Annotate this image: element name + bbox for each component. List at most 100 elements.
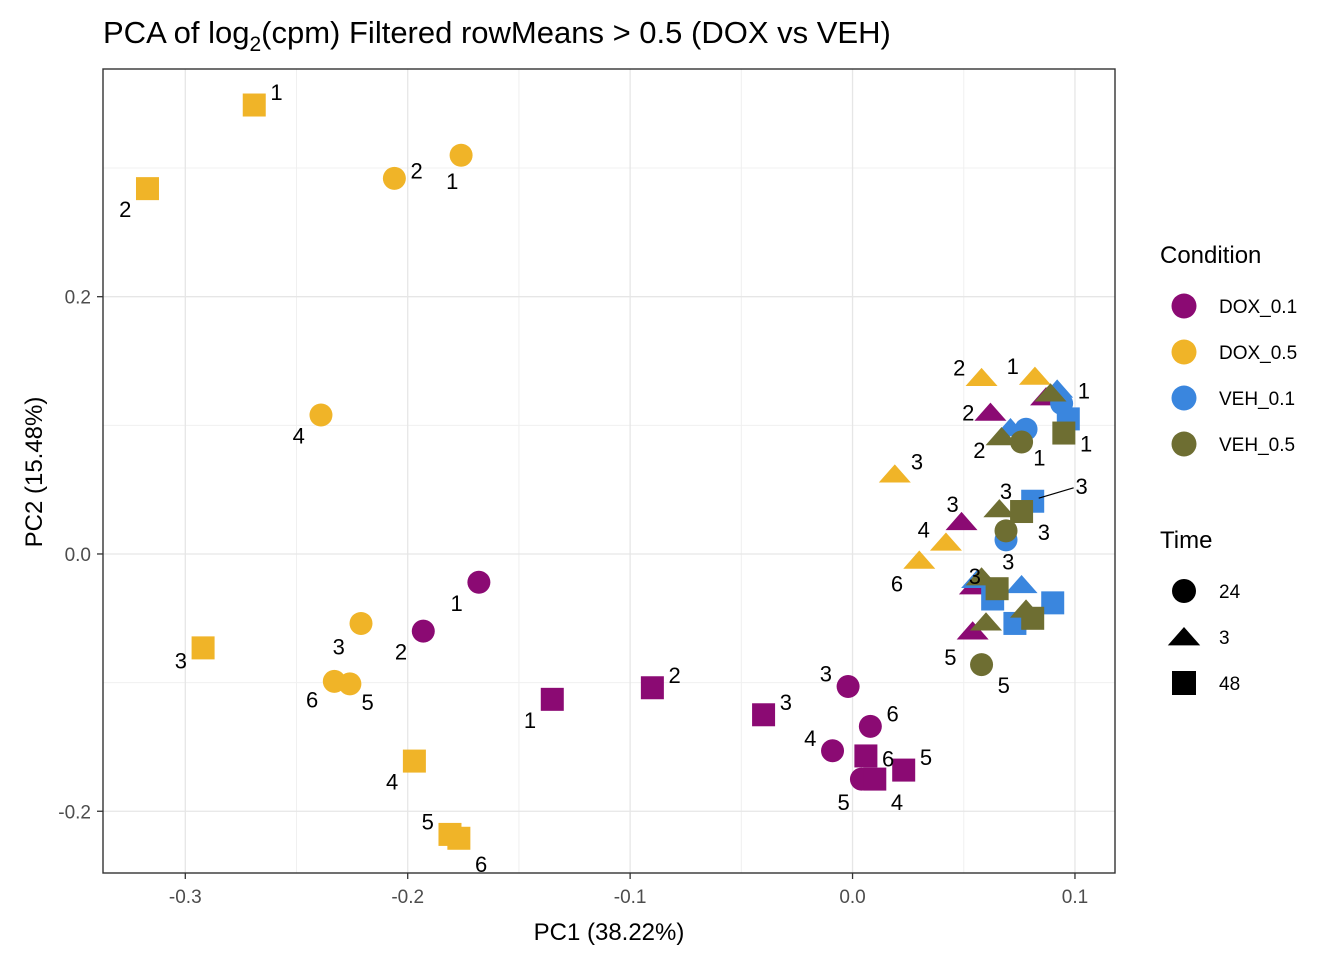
point-DOX_0.1-t24 [467,570,491,594]
legend-key-time-48 [1172,671,1196,695]
point-VEH_0.5-t24 [970,653,994,677]
point-DOX_0.1-t3 [945,511,978,531]
x-tick-label: 0.0 [839,887,865,908]
point-label: 5 [998,673,1010,698]
legend-key-time-24 [1172,579,1196,603]
point-label: 4 [891,790,903,815]
point-label: 3 [1076,474,1088,499]
label-leader-line [1038,487,1074,499]
point-VEH_0.5-t48 [1052,421,1076,445]
point-label: 1 [446,169,458,194]
point-DOX_0.5-t24 [382,166,406,190]
point-DOX_0.1-t48 [540,687,564,711]
point-label: 1 [270,80,282,105]
point-VEH_0.5-t48 [1010,500,1034,524]
point-DOX_0.5-t3 [965,367,998,387]
point-VEH_0.1-t48 [1041,591,1065,615]
point-DOX_0.5-t24 [309,403,333,427]
point-DOX_0.5-t3 [903,550,936,569]
y-tick-label: -0.2 [58,802,91,823]
point-label: 3 [780,690,792,715]
point-label: 2 [962,400,974,425]
y-axis-title: PC2 (15.48%) [21,397,48,548]
point-label: 2 [953,355,965,380]
legend-title-time: Time [1160,527,1212,554]
legend-label-time: 24 [1219,582,1241,603]
point-DOX_0.5-t48 [447,826,471,850]
point-label: 5 [362,690,374,715]
point-label: 5 [944,645,956,670]
point-VEH_0.5-t3 [969,612,1002,631]
point-DOX_0.1-t48 [752,703,776,727]
point-DOX_0.5-t3 [878,464,911,483]
point-label: 1 [451,591,463,616]
point-label: 3 [911,449,923,474]
point-label: 4 [293,424,305,449]
point-DOX_0.1-t48 [640,676,664,700]
legend-key-VEH_0.1 [1171,385,1197,411]
point-DOX_0.1-t48 [863,767,887,791]
x-tick-label: -0.2 [391,887,424,908]
point-label: 2 [119,197,131,222]
legend-label-condition: DOX_0.5 [1219,343,1297,364]
point-label: 1 [1078,379,1090,404]
point-DOX_0.1-t24 [858,714,882,738]
panel-background [103,69,1115,873]
point-DOX_0.5-t3 [1018,366,1051,385]
point-label: 1 [1080,431,1092,456]
y-tick-label: 0.2 [65,288,91,309]
point-DOX_0.1-t48 [892,758,916,782]
point-labels: 1234561234561234612345612345623513152331… [119,80,1092,877]
legend: Condition DOX_0.1 DOX_0.5 VEH_0.1 VEH_0.5 Tim… [1160,242,1297,695]
point-label: 6 [882,747,894,772]
point-DOX_0.5-t48 [135,177,159,201]
point-VEH_0.5-t3 [985,427,1018,446]
point-DOX_0.5-t24 [322,669,346,693]
point-DOX_0.5-t24 [349,611,373,635]
point-DOX_0.1-t48 [854,744,878,768]
legend-label-time: 3 [1219,628,1230,649]
point-label: 2 [395,640,407,665]
point-VEH_0.5-t24 [994,519,1018,543]
x-tick-label: -0.1 [614,887,647,908]
point-label: 5 [422,810,434,835]
point-label: 3 [1002,550,1014,575]
legend-key-DOX_0.1 [1171,293,1197,319]
legend-key-time-3 [1167,626,1201,646]
point-VEH_0.5-t3 [983,499,1016,518]
point-label: 6 [886,701,898,726]
point-VEH_0.5-t24 [1010,430,1034,454]
point-label: 2 [410,159,422,184]
x-tick-label: 0.1 [1062,887,1088,908]
point-label: 1 [524,708,536,733]
point-label: 5 [920,745,932,770]
point-DOX_0.5-t48 [402,749,426,773]
x-tick-label: -0.3 [169,887,202,908]
point-label: 6 [891,572,903,597]
y-tick-label: 0.0 [65,545,91,566]
y-axis-ticks: -0.2 0.0 0.2 [58,288,103,823]
point-label: 3 [175,649,187,674]
point-label: 1 [1033,445,1045,470]
grid-lines [103,69,1115,873]
legend-label-condition: DOX_0.1 [1219,297,1297,318]
point-label: 6 [306,687,318,712]
x-axis-title: PC1 (38.22%) [534,919,685,946]
point-DOX_0.5-t48 [191,636,215,660]
point-label: 2 [668,663,680,688]
point-label: 3 [333,635,345,660]
chart-title: PCA of log2(cpm) Filtered rowMeans > 0.5… [103,15,891,56]
panel-border [102,68,1116,874]
point-DOX_0.1-t24 [836,674,860,698]
legend-label-time: 48 [1219,674,1240,695]
point-label: 2 [973,438,985,463]
point-label: 4 [386,770,398,795]
legend-title-condition: Condition [1160,242,1261,269]
point-label: 1 [1007,354,1019,379]
point-VEH_0.1-t3 [1005,574,1038,594]
point-DOX_0.5-t24 [449,143,473,167]
point-label: 6 [475,852,487,877]
point-label: 3 [820,662,832,687]
point-label: 3 [969,564,981,589]
legend-key-VEH_0.5 [1171,431,1197,457]
